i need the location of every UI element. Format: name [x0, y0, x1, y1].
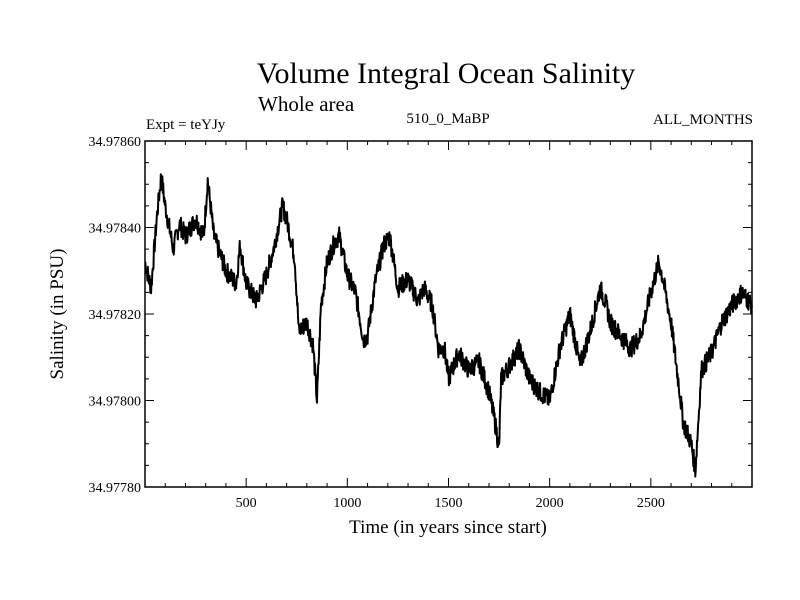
x-axis-title: Time (in years since start) — [349, 517, 547, 538]
x-tick-label: 1500 — [435, 496, 463, 511]
experiment-label: Expt = teYJy — [146, 117, 226, 133]
x-tick-label: 1000 — [333, 496, 361, 511]
period-label: 510_0_MaBP — [406, 111, 489, 127]
y-tick-label: 34.97860 — [89, 135, 142, 150]
months-label: ALL_MONTHS — [653, 112, 753, 128]
chart-title: Volume Integral Ocean Salinity — [257, 57, 636, 90]
axis-ticks — [145, 141, 752, 487]
y-tick-label: 34.97840 — [89, 222, 142, 237]
tick-labels: 500 1000 1500 2000 2500 34.97780 34.97800 34.97… — [89, 135, 665, 511]
y-tick-label: 34.97820 — [89, 308, 142, 323]
plot-frame — [144, 140, 753, 488]
chart-subtitle: Whole area — [258, 92, 355, 116]
y-tick-label: 34.97780 — [89, 481, 142, 496]
x-tick-label: 2000 — [536, 496, 564, 511]
y-tick-label: 34.97800 — [89, 395, 142, 410]
x-tick-label: 2500 — [637, 496, 665, 511]
y-axis-title: Salinity (in PSU) — [47, 249, 68, 380]
salinity-series-line — [144, 173, 753, 478]
x-tick-label: 500 — [236, 496, 257, 511]
